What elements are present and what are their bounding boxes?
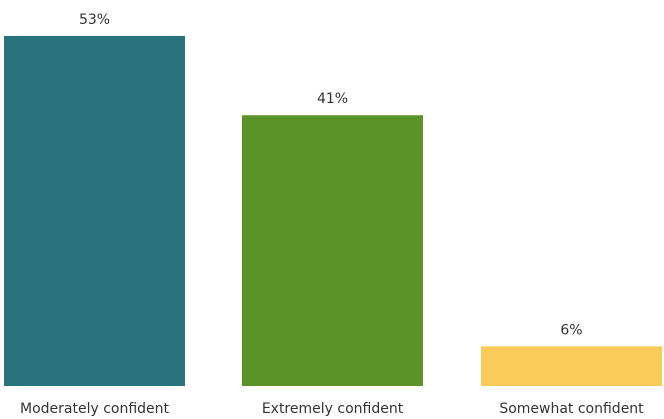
category-labels-group: Moderately confident Extremely confident S… <box>20 401 644 417</box>
category-label-1: Moderately confident <box>20 401 170 417</box>
bar-1 <box>4 36 185 386</box>
data-label-2: 41% <box>317 91 348 107</box>
bar-2 <box>242 115 423 386</box>
category-label-3: Somewhat confident <box>499 401 644 417</box>
data-label-3: 6% <box>560 322 582 338</box>
data-label-1: 53% <box>79 12 110 28</box>
category-label-2: Extremely confident <box>262 401 404 417</box>
value-labels-group: 53% 41% 6% <box>79 12 583 338</box>
bars-group <box>4 36 662 386</box>
bar-3 <box>481 346 662 386</box>
